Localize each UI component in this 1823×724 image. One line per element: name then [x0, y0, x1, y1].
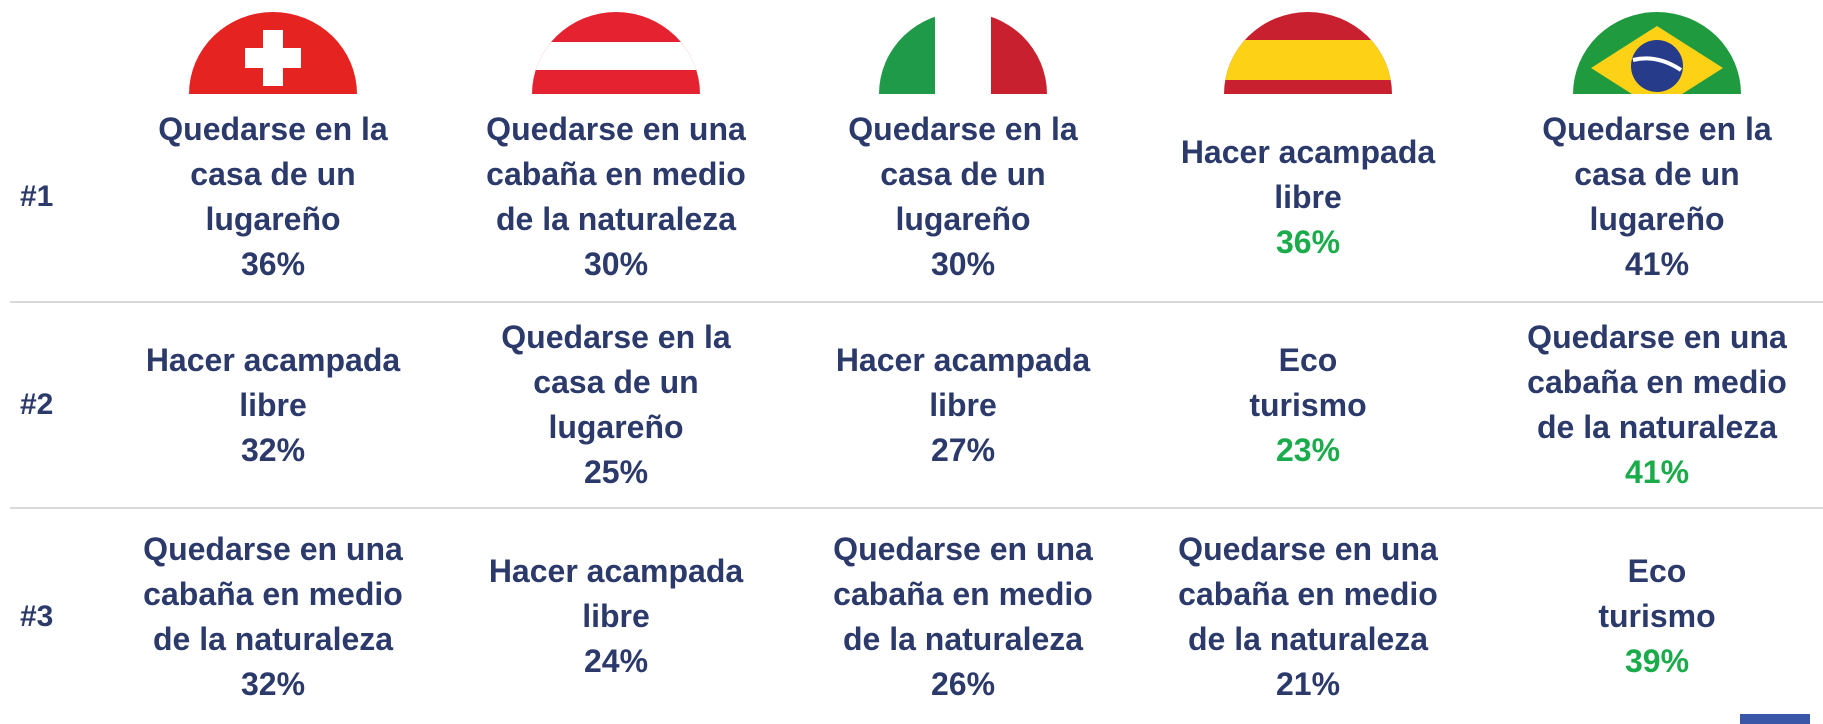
cell: Hacer acampada libre 27% [793, 303, 1133, 507]
percentage: 26% [930, 665, 996, 702]
cell: Quedarse en la casa de un lugareño 36% [103, 93, 443, 301]
percentage: 41% [1624, 454, 1690, 490]
flag-spain [1224, 12, 1392, 94]
cell-text: casa de un [1574, 156, 1740, 192]
cell-text: Hacer acampada [145, 341, 401, 378]
cell-text: Eco [1627, 553, 1687, 589]
cell-text: Eco [1278, 341, 1338, 378]
row-separator [10, 507, 1823, 509]
logo [1740, 714, 1810, 724]
percentage: 30% [583, 246, 649, 282]
flag-brazil [1573, 12, 1741, 94]
cell-text: Quedarse en una [1178, 530, 1438, 567]
cell: Quedarse en una cabaña en medio de la natu… [103, 509, 443, 724]
cell-text: de la naturaleza [1187, 620, 1429, 657]
percentage: 41% [1624, 246, 1690, 282]
cell-text: libre [239, 386, 307, 423]
percentage: 32% [240, 665, 306, 702]
cell: Quedarse en la casa de un lugareño 25% [446, 303, 786, 507]
cell-text: turismo [1598, 598, 1716, 634]
cell-text: Quedarse en una [486, 111, 746, 147]
percentage: 23% [1275, 431, 1341, 468]
cell-text: lugareño [205, 201, 341, 237]
cell: Hacer acampada libre 24% [446, 509, 786, 724]
cell-text: Quedarse en la [501, 319, 731, 355]
cell: Quedarse en una cabaña en medio de la natu… [1138, 509, 1478, 724]
cell: Eco turismo 23% [1138, 303, 1478, 507]
row-label: #1 [20, 180, 54, 213]
percentage: 30% [930, 246, 996, 282]
percentage: 32% [240, 431, 306, 468]
cell-text: cabaña en medio [1178, 575, 1438, 612]
cell-text: Quedarse en la [158, 111, 388, 147]
percentage: 36% [1275, 223, 1341, 260]
percentage: 24% [583, 643, 649, 679]
percentage: 25% [583, 454, 649, 490]
percentage: 27% [930, 431, 996, 468]
percentage: 36% [240, 246, 306, 282]
cell-text: libre [929, 386, 997, 423]
cell: Hacer acampada libre 36% [1138, 93, 1478, 301]
cell-text: cabaña en medio [1527, 364, 1787, 400]
cell-text: Hacer acampada [488, 553, 744, 589]
cell-text: lugareño [1589, 201, 1725, 237]
cell-text: libre [582, 598, 650, 634]
cell-text: cabaña en medio [486, 156, 746, 192]
cell-text: cabaña en medio [833, 575, 1093, 612]
cell: Quedarse en una cabaña en medio de la natu… [1487, 303, 1823, 507]
cell-text: Hacer acampada [1180, 133, 1436, 170]
cell: Quedarse en una cabaña en medio de la natu… [793, 509, 1133, 724]
cell-text: casa de un [880, 156, 1046, 192]
row-label: #2 [20, 388, 54, 421]
percentage: 39% [1624, 643, 1690, 679]
cell-text: de la naturaleza [495, 201, 737, 237]
cell: Quedarse en la casa de un lugareño 30% [793, 93, 1133, 301]
cell-text: casa de un [190, 156, 356, 192]
cell: Quedarse en la casa de un lugareño 41% [1487, 93, 1823, 301]
cell-text: cabaña en medio [143, 575, 403, 612]
cell: Eco turismo 39% [1487, 509, 1823, 724]
cell-text: Quedarse en una [833, 530, 1093, 567]
cell-text: lugareño [895, 201, 1031, 237]
cell-text: Quedarse en una [1527, 319, 1787, 355]
row-label: #3 [20, 599, 54, 633]
cell: Hacer acampada libre 32% [103, 303, 443, 507]
cell: Quedarse en una cabaña en medio de la natu… [446, 93, 786, 301]
flag-switzerland [189, 12, 357, 94]
row-separator [10, 301, 1823, 303]
cell-text: Quedarse en la [1542, 111, 1772, 147]
cell-text: de la naturaleza [152, 620, 394, 657]
cell-text: de la naturaleza [842, 620, 1084, 657]
cell-text: Hacer acampada [835, 341, 1091, 378]
cell-text: casa de un [533, 364, 699, 400]
flag-italy [879, 12, 1047, 94]
cell-text: Quedarse en una [143, 530, 403, 567]
cell-text: de la naturaleza [1536, 409, 1778, 445]
cell-text: turismo [1249, 386, 1367, 423]
flag-austria [532, 12, 700, 94]
cell-text: libre [1274, 178, 1342, 215]
cell-text: lugareño [548, 409, 684, 445]
percentage: 21% [1275, 665, 1341, 702]
cell-text: Quedarse en la [848, 111, 1078, 147]
